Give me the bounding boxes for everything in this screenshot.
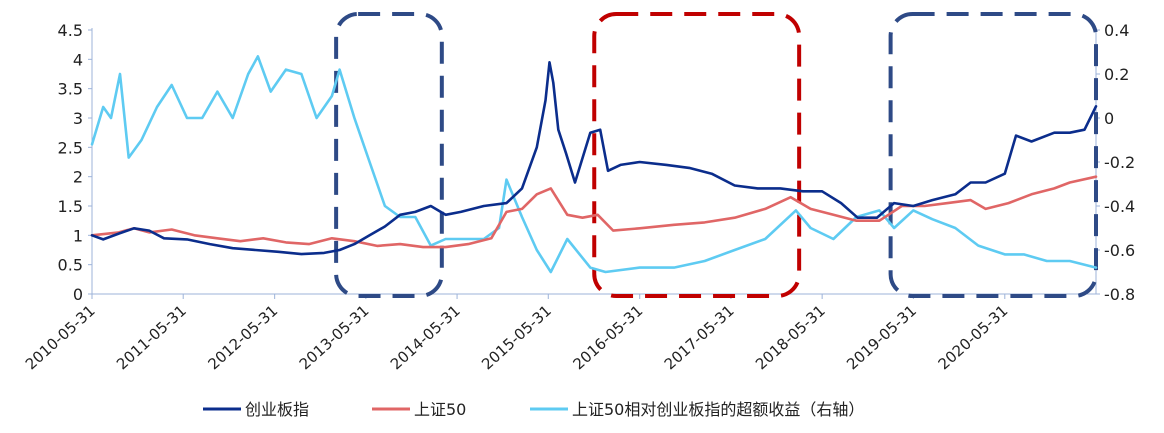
highlight-box-3	[888, 12, 1098, 298]
x-tick-label: 2016-05-31	[570, 302, 647, 374]
y-left-tick-label: 3.5	[58, 80, 83, 99]
highlight-boxes	[334, 12, 1098, 298]
y-left-tick-label: 0.5	[58, 256, 83, 275]
y-right-tick-label: -0.2	[1104, 153, 1135, 172]
series-line-sse50	[90, 175, 1098, 249]
highlight-box-1	[334, 12, 444, 298]
x-tick-label: 2019-05-31	[843, 302, 920, 374]
y-right-tick-label: -0.6	[1104, 241, 1135, 260]
y-left-tick-label: 1	[73, 226, 83, 245]
y-left-tick-label: 4	[73, 50, 83, 69]
x-tick-label: 2014-05-31	[387, 302, 464, 374]
x-tick-label: 2017-05-31	[661, 302, 738, 374]
highlight-box-2	[592, 12, 802, 298]
legend-label-chinext: 创业板指	[245, 400, 309, 419]
y-right-tick-label: 0.2	[1104, 65, 1129, 84]
legend-label-excess: 上证50相对创业板指的超额收益（右轴）	[572, 400, 864, 419]
x-tick-label: 2013-05-31	[296, 302, 373, 374]
legend-label-sse50: 上证50	[414, 400, 466, 419]
y-left-tick-label: 3	[73, 109, 83, 128]
axes-layer: 0 0.5 1 1.5 2 2.5 3 3.5 4 4.5 0.4 0.2 0 -0.2 -0.4 -0.6 -…	[22, 21, 1135, 373]
y-right-tick-label: 0.4	[1104, 21, 1129, 40]
y-left-tick-label: 1.5	[58, 197, 83, 216]
series-line-chinext	[90, 61, 1098, 256]
y-left-tick-label: 2	[73, 168, 83, 187]
y-left-tick-label: 2.5	[58, 138, 83, 157]
x-tick-label: 2012-05-31	[204, 302, 281, 374]
y-right-tick-label: -0.4	[1104, 197, 1135, 216]
x-tick-label: 2020-05-31	[935, 302, 1012, 374]
x-tick-label: 2018-05-31	[752, 302, 829, 374]
x-tick-label: 2010-05-31	[22, 302, 99, 374]
series-layer	[90, 55, 1098, 274]
y-left-tick-label: 0	[73, 285, 83, 304]
x-tick-label: 2015-05-31	[478, 302, 555, 374]
x-tick-label: 2011-05-31	[113, 302, 190, 374]
y-right-tick-label: 0	[1104, 109, 1114, 128]
y-left-tick-label: 4.5	[58, 21, 83, 40]
legend: 创业板指 上证50 上证50相对创业板指的超额收益（右轴）	[203, 400, 864, 419]
y-right-tick-label: -0.8	[1104, 285, 1135, 304]
